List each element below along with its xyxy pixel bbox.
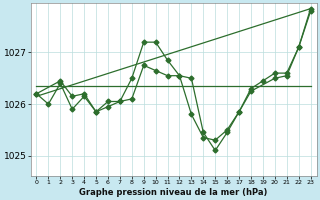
X-axis label: Graphe pression niveau de la mer (hPa): Graphe pression niveau de la mer (hPa) [79,188,268,197]
